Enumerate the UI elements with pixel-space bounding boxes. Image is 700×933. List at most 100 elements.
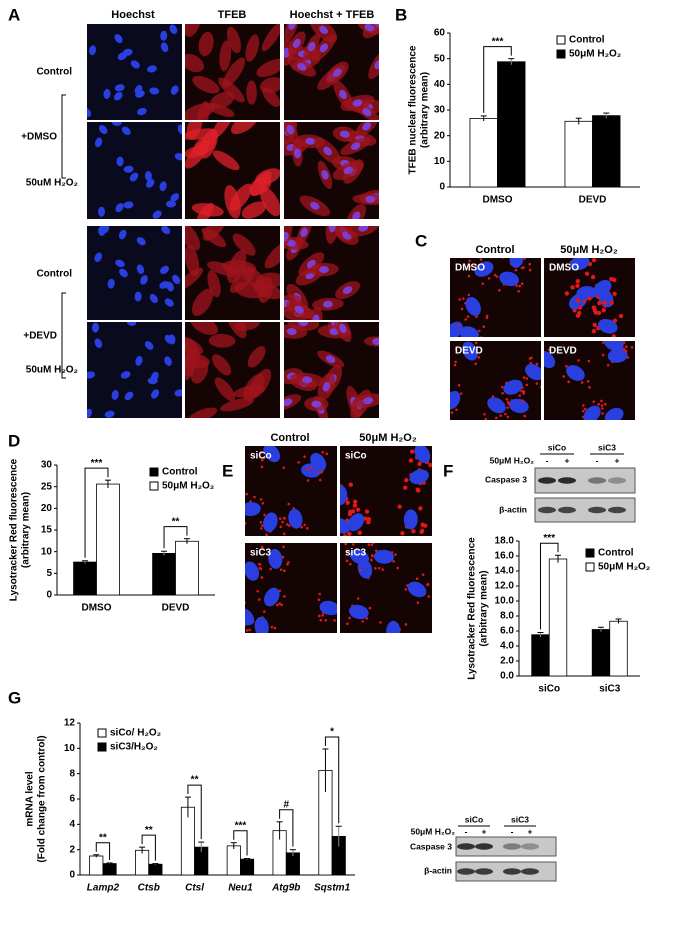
punctum bbox=[263, 610, 266, 613]
punctum bbox=[317, 598, 321, 601]
punctum bbox=[506, 415, 510, 419]
bar bbox=[592, 115, 621, 188]
punctum bbox=[597, 300, 602, 306]
nucleus bbox=[174, 389, 182, 397]
nucleus bbox=[89, 45, 97, 56]
punctum bbox=[422, 523, 428, 528]
blot-background bbox=[455, 836, 557, 857]
punctum bbox=[467, 293, 471, 297]
punctum bbox=[409, 449, 415, 454]
cytoplasm bbox=[185, 53, 205, 73]
cytoplasm bbox=[230, 122, 259, 135]
punctum bbox=[483, 412, 486, 416]
punctum bbox=[325, 452, 329, 456]
y-tick-label: 50 bbox=[434, 53, 446, 64]
punctum bbox=[245, 629, 249, 632]
western-blot: siCo siC3 50μM H₂O₂ - + - + Caspase 3 β-… bbox=[410, 814, 536, 875]
cytoplasm bbox=[185, 24, 201, 37]
nucleus bbox=[123, 165, 134, 173]
nucleus bbox=[245, 608, 255, 626]
nucleus bbox=[104, 410, 115, 418]
punctum bbox=[259, 520, 263, 524]
column-header: Control bbox=[475, 244, 514, 256]
micrograph: DEVD bbox=[450, 341, 541, 420]
punctum bbox=[285, 523, 289, 526]
y-axis-label: (arbitrary mean) bbox=[479, 570, 490, 646]
nucleus bbox=[115, 203, 124, 213]
punctum bbox=[453, 363, 457, 367]
significance-bracket bbox=[141, 834, 156, 861]
nucleus bbox=[358, 226, 369, 232]
image-label: siC3 bbox=[250, 548, 272, 559]
punctum bbox=[368, 606, 372, 610]
x-tick-label: DEVD bbox=[579, 195, 607, 206]
nucleus bbox=[593, 279, 612, 297]
image-label: DMSO bbox=[455, 263, 485, 274]
nucleus bbox=[328, 226, 336, 233]
blot-band bbox=[503, 868, 521, 875]
x-tick-label: Atg9b bbox=[271, 883, 300, 894]
punctum bbox=[482, 325, 486, 328]
nucleus bbox=[168, 334, 176, 345]
punctum bbox=[281, 520, 284, 524]
cytoplasm bbox=[261, 24, 280, 52]
blot-treatment: 50μM H₂O₂ bbox=[411, 826, 456, 836]
y-tick-label: 25 bbox=[41, 481, 53, 492]
legend-label: 50μM H₂O₂ bbox=[569, 49, 621, 60]
punctum bbox=[539, 385, 541, 389]
punctum bbox=[283, 517, 287, 520]
nucleus bbox=[103, 89, 111, 100]
cytoplasm bbox=[224, 185, 241, 219]
y-tick-label: 20 bbox=[41, 503, 53, 514]
row-label: Control bbox=[36, 67, 72, 78]
nucleus bbox=[98, 226, 106, 236]
legend-label: siCo/ H₂O₂ bbox=[110, 728, 161, 739]
punctum bbox=[306, 479, 310, 482]
punctum bbox=[525, 383, 529, 387]
punctum bbox=[372, 543, 375, 544]
y-tick-label: 8.0 bbox=[500, 611, 514, 622]
bar bbox=[152, 553, 176, 596]
cytoplasm bbox=[246, 80, 257, 105]
error-bar bbox=[480, 115, 487, 122]
blot-band-label: β-actin bbox=[499, 504, 527, 514]
punctum bbox=[506, 406, 509, 409]
punctum bbox=[374, 567, 377, 570]
error-bar bbox=[244, 858, 251, 860]
nucleus bbox=[339, 89, 347, 100]
bar bbox=[73, 561, 97, 596]
nucleus bbox=[323, 146, 332, 156]
y-axis-label: TFEB nuclear fluorescence bbox=[408, 45, 419, 174]
nucleus bbox=[144, 170, 152, 181]
punctum bbox=[426, 583, 429, 587]
punctum bbox=[601, 407, 604, 410]
punctum bbox=[475, 315, 478, 318]
blot-band-label: β-actin bbox=[424, 865, 452, 875]
punctum bbox=[377, 566, 381, 570]
nucleus bbox=[123, 201, 134, 209]
nucleus bbox=[140, 275, 148, 285]
punctum bbox=[575, 278, 580, 284]
punctum bbox=[279, 525, 283, 529]
nucleus bbox=[134, 291, 142, 302]
punctum bbox=[580, 381, 584, 384]
punctum bbox=[587, 359, 591, 363]
blot-sign: + bbox=[482, 826, 487, 836]
significance-bracket bbox=[95, 842, 111, 860]
punctum bbox=[484, 417, 488, 420]
punctum bbox=[400, 530, 405, 536]
significance-bracket bbox=[233, 830, 248, 856]
bar bbox=[497, 61, 526, 188]
error-bar bbox=[603, 112, 610, 119]
nucleus bbox=[114, 84, 125, 92]
nucleus bbox=[177, 124, 182, 135]
punctum bbox=[408, 458, 414, 463]
punctum bbox=[567, 380, 571, 384]
nucleus bbox=[121, 126, 131, 136]
punctum bbox=[479, 258, 483, 261]
nucleus bbox=[340, 485, 348, 506]
y-tick-label: 2 bbox=[69, 844, 75, 855]
punctum bbox=[518, 284, 522, 288]
nucleus bbox=[245, 561, 260, 581]
error-bar bbox=[106, 862, 113, 865]
